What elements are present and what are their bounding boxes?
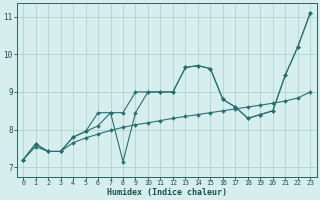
X-axis label: Humidex (Indice chaleur): Humidex (Indice chaleur) bbox=[107, 188, 227, 197]
